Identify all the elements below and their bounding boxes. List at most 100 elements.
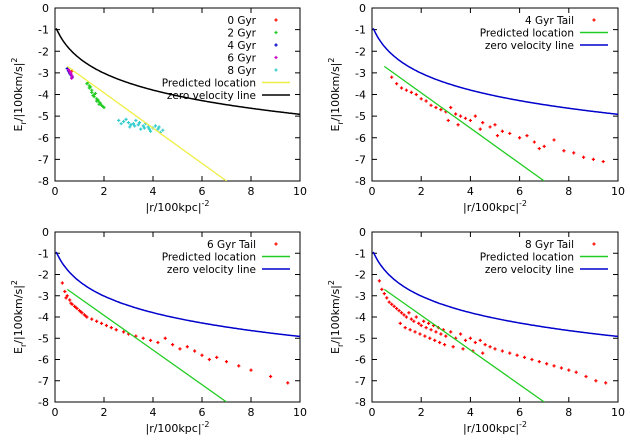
data-point bbox=[153, 124, 158, 128]
data-point bbox=[404, 315, 409, 319]
data-point bbox=[392, 304, 396, 308]
data-point bbox=[65, 294, 69, 298]
y-tick-label: -1 bbox=[38, 24, 49, 37]
x-tick-label: 4 bbox=[467, 185, 474, 198]
data-point bbox=[114, 328, 118, 332]
data-point bbox=[412, 319, 416, 323]
data-point bbox=[500, 349, 504, 353]
legend-label: Predicted location bbox=[480, 28, 574, 40]
data-point bbox=[200, 353, 204, 357]
data-point bbox=[99, 321, 104, 325]
legend-label: zero velocity line bbox=[167, 90, 256, 102]
y-axis-label: Er/|100km/s|2 bbox=[327, 58, 345, 132]
data-point bbox=[601, 159, 605, 164]
data-point bbox=[68, 298, 72, 302]
data-point bbox=[418, 332, 422, 336]
data-point bbox=[591, 157, 595, 161]
y-tick-label: 0 bbox=[42, 2, 49, 15]
y-tick-label: -7 bbox=[38, 375, 49, 388]
data-point bbox=[446, 118, 450, 123]
x-tick-label: 10 bbox=[293, 185, 307, 198]
x-tick-label: 8 bbox=[248, 406, 255, 419]
data-point bbox=[399, 86, 404, 90]
data-point bbox=[442, 343, 447, 347]
data-point bbox=[419, 97, 423, 101]
data-point bbox=[562, 149, 566, 153]
plot-area bbox=[55, 27, 300, 181]
data-point bbox=[444, 334, 448, 338]
legend-label: 2 Gyr bbox=[227, 28, 256, 40]
data-point bbox=[148, 129, 153, 133]
x-tick-label: 4 bbox=[150, 185, 157, 198]
y-tick-label: -7 bbox=[38, 153, 49, 166]
data-point bbox=[215, 355, 219, 359]
legend-marker bbox=[274, 242, 278, 246]
data-point bbox=[500, 129, 504, 133]
x-tick-label: 4 bbox=[150, 406, 157, 419]
data-point bbox=[483, 343, 487, 347]
data-point bbox=[399, 311, 404, 315]
data-point bbox=[417, 321, 421, 325]
data-point bbox=[286, 381, 290, 385]
data-point bbox=[438, 340, 442, 345]
data-point bbox=[429, 328, 433, 332]
data-point bbox=[74, 305, 78, 310]
data-point bbox=[402, 313, 406, 317]
legend-label: 8 Gyr Tail bbox=[525, 239, 574, 251]
data-point bbox=[133, 124, 137, 128]
legend-label: 8 Gyr bbox=[227, 65, 256, 77]
y-tick-label: -5 bbox=[355, 332, 366, 345]
legend-marker bbox=[274, 18, 278, 22]
y-axis-label-tail: /|100km/s| bbox=[12, 63, 25, 122]
x-axis-label-text: |r/100kpc| bbox=[463, 422, 519, 435]
y-tick-label: 0 bbox=[359, 2, 366, 15]
legend-label: zero velocity line bbox=[167, 264, 256, 276]
y-axis-label: Er/|100km/s|2 bbox=[10, 280, 28, 354]
y-axis-label-text: E bbox=[329, 124, 342, 131]
data-point bbox=[468, 118, 472, 123]
data-point bbox=[193, 349, 197, 353]
y-tick-label: -6 bbox=[38, 132, 49, 145]
data-point bbox=[387, 300, 391, 304]
data-point bbox=[237, 364, 241, 368]
y-axis-label-text: E bbox=[329, 347, 342, 354]
data-point bbox=[428, 336, 432, 340]
data-point bbox=[473, 114, 477, 118]
y-tick-label: -2 bbox=[38, 45, 49, 58]
x-tick-label: 0 bbox=[52, 406, 59, 419]
legend-label: 6 Gyr Tail bbox=[207, 239, 256, 251]
predicted-location-line bbox=[383, 288, 545, 402]
data-point bbox=[90, 88, 94, 92]
chart-panel-4: 0 2 4 6 8 10-8-7-6-5-4-3-2-10|r/100kpc|-2Er/|… bbox=[327, 226, 625, 435]
y-tick-label: -4 bbox=[38, 89, 49, 102]
data-point bbox=[124, 117, 128, 121]
data-point bbox=[178, 347, 182, 351]
x-axis-label: |r/100kpc|-2 bbox=[145, 420, 209, 435]
data-point bbox=[424, 326, 428, 330]
data-point bbox=[395, 306, 399, 311]
data-point bbox=[468, 336, 472, 340]
data-point bbox=[147, 127, 151, 131]
data-point bbox=[93, 91, 98, 96]
data-point bbox=[109, 326, 113, 330]
x-tick-label: 2 bbox=[101, 185, 108, 198]
y-axis-label: Er/|100km/s|2 bbox=[327, 280, 345, 354]
data-point bbox=[142, 126, 147, 130]
legend-label: 6 Gyr bbox=[227, 53, 256, 65]
data-point bbox=[156, 340, 160, 345]
data-point bbox=[478, 338, 482, 342]
data-point bbox=[126, 121, 131, 125]
data-point bbox=[488, 125, 492, 129]
zero-velocity-line bbox=[372, 27, 618, 116]
data-point bbox=[473, 340, 477, 345]
data-point bbox=[390, 75, 394, 79]
x-tick-label: 6 bbox=[516, 406, 523, 419]
data-point bbox=[185, 345, 189, 349]
data-point bbox=[90, 317, 94, 321]
x-axis-label-text: |r/100kpc| bbox=[145, 201, 201, 214]
data-point bbox=[584, 374, 588, 379]
data-point bbox=[488, 345, 492, 349]
predicted-location-line bbox=[383, 65, 545, 181]
data-point bbox=[532, 140, 536, 144]
